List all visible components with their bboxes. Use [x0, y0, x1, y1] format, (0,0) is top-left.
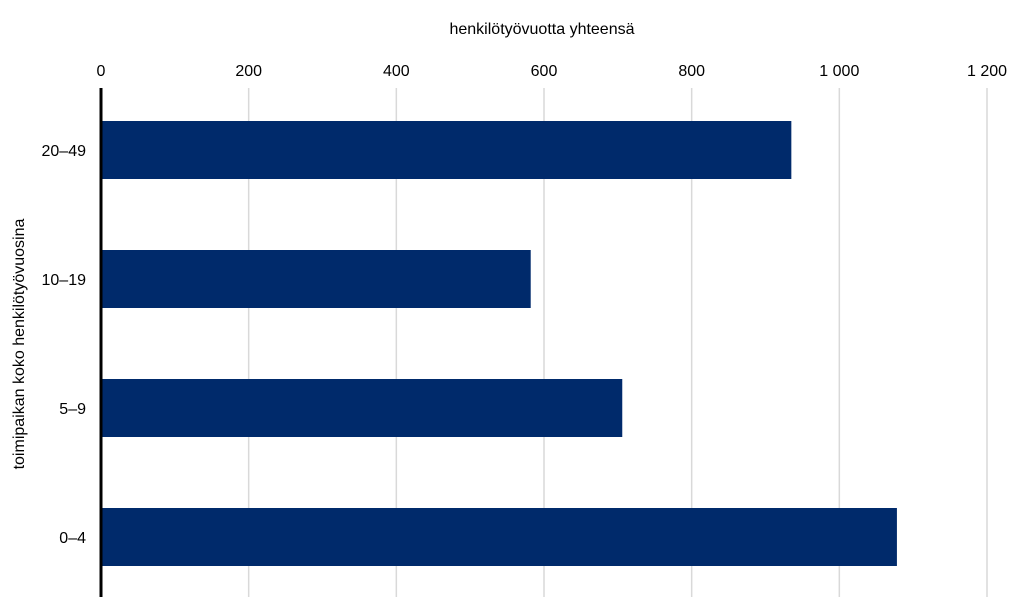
x-tick-label: 0 — [97, 63, 106, 80]
x-tick-label: 200 — [235, 63, 262, 80]
x-axis-title: henkilötyövuotta yhteensä — [449, 21, 634, 38]
category-label: 20–49 — [42, 143, 87, 160]
bar — [101, 379, 623, 437]
y-axis-title: toimipaikan koko henkilötyövuosina — [11, 218, 28, 469]
x-tick-labels: 0 200 400 600 800 1 000 1 200 — [97, 63, 1008, 80]
x-tick-label: 1 000 — [819, 63, 859, 80]
x-tick-label: 600 — [531, 63, 558, 80]
bars — [101, 121, 897, 566]
x-tick-label: 800 — [678, 63, 705, 80]
category-label: 10–19 — [42, 272, 87, 289]
bar — [101, 508, 897, 566]
category-labels: 20–49 10–19 5–9 0–4 — [42, 143, 87, 547]
x-tick-label: 1 200 — [967, 63, 1007, 80]
x-tick-label: 400 — [383, 63, 410, 80]
category-label: 5–9 — [59, 401, 86, 418]
category-label: 0–4 — [59, 530, 86, 547]
bar — [101, 250, 531, 308]
bar — [101, 121, 792, 179]
